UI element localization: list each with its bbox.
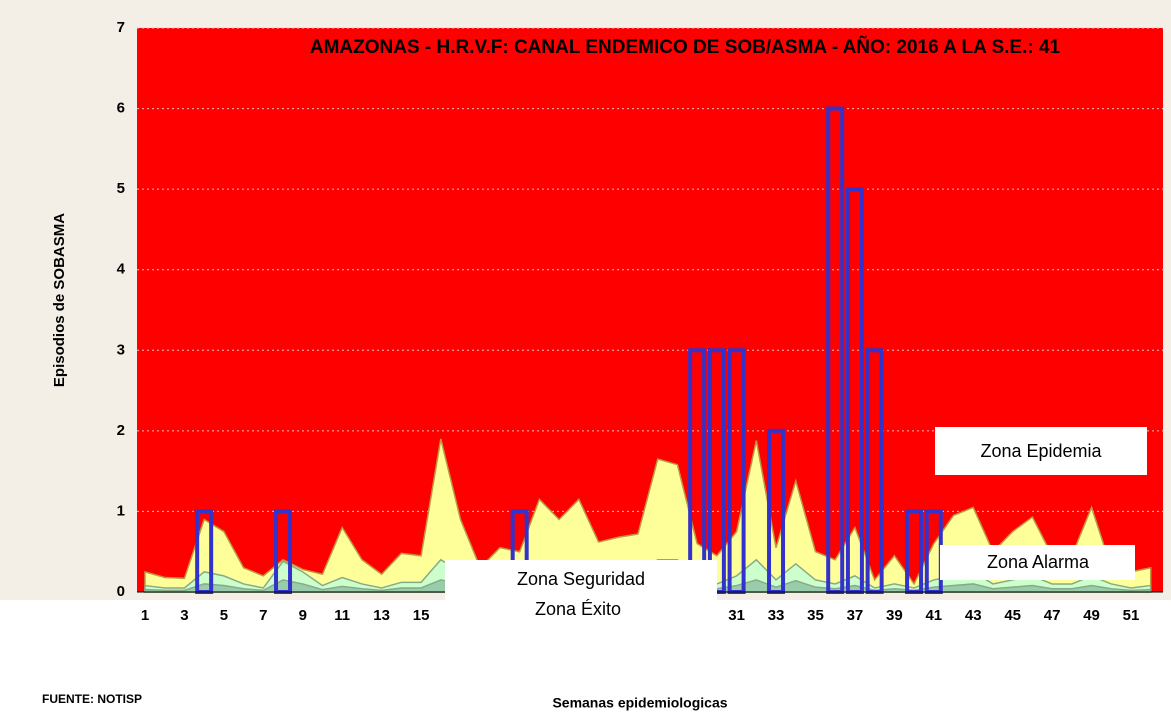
zone-alarma-label: Zona Alarma [987, 552, 1090, 572]
x-tick-label: 7 [259, 607, 267, 624]
y-tick-label: 2 [117, 422, 125, 439]
y-tick-label: 4 [117, 261, 126, 278]
x-tick-label: 35 [807, 607, 824, 624]
x-tick-label: 43 [965, 607, 982, 624]
x-axis-label: Semanas epidemiologicas [552, 695, 727, 711]
zone-epidemia-label: Zona Epidemia [980, 441, 1102, 461]
x-tick-label: 15 [413, 607, 430, 624]
x-tick-label: 49 [1083, 607, 1100, 624]
x-tick-label: 1 [141, 607, 149, 624]
y-tick-label: 1 [117, 502, 125, 519]
x-tick-label: 47 [1044, 607, 1061, 624]
x-tick-label: 41 [925, 607, 942, 624]
x-tick-label: 51 [1123, 607, 1140, 624]
x-tick-label: 3 [180, 607, 188, 624]
y-tick-label: 5 [117, 180, 125, 197]
y-tick-label: 0 [117, 583, 125, 600]
chart-title: AMAZONAS - H.R.V.F: CANAL ENDEMICO DE SO… [215, 33, 1155, 63]
source: FUENTE: NOTISP [42, 692, 142, 706]
x-tick-label: 13 [373, 607, 390, 624]
y-tick-label: 3 [117, 341, 125, 358]
x-tick-label: 31 [728, 607, 745, 624]
x-tick-label: 5 [220, 607, 228, 624]
chart: Episodios de SOBASMA Semanas epidemiolog… [0, 0, 1171, 727]
zone-seguridad-label: Zona Seguridad [517, 569, 645, 589]
page: Episodios de SOBASMA Semanas epidemiolog… [0, 0, 1171, 727]
x-tick-label: 39 [886, 607, 903, 624]
x-tick-label: 11 [334, 607, 350, 624]
zone-exito-label: Zona Éxito [535, 599, 621, 619]
y-tick-label: 7 [117, 19, 125, 36]
x-tick-label: 37 [847, 607, 864, 624]
y-tick-label: 6 [117, 100, 125, 117]
x-tick-label: 33 [768, 607, 785, 624]
y-axis-label: Episodios de SOBASMA [51, 213, 68, 387]
x-tick-label: 45 [1004, 607, 1021, 624]
x-tick-label: 9 [299, 607, 307, 624]
